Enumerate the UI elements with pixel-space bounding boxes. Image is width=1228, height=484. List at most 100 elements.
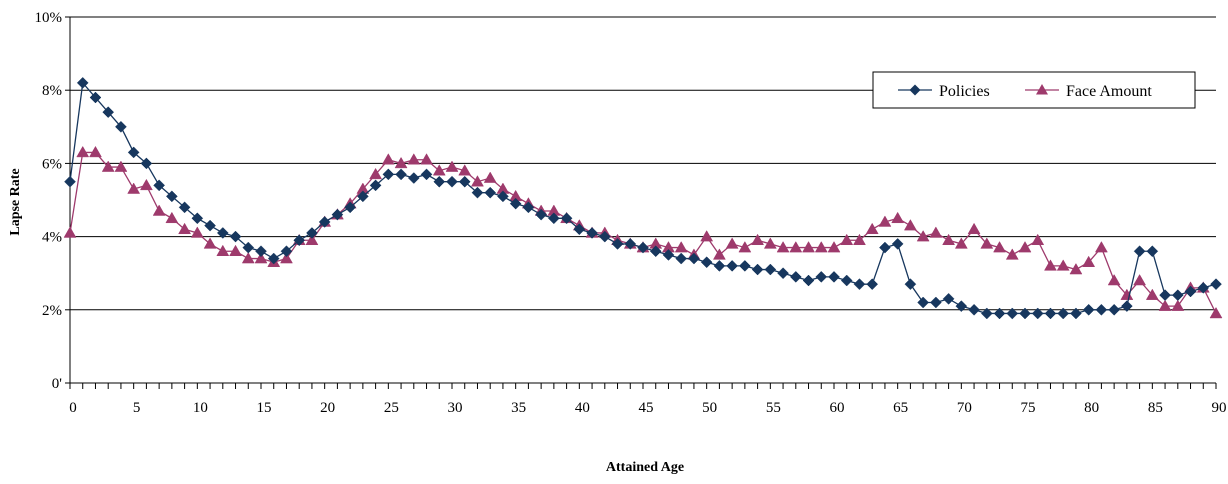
policies-data-point: [509, 197, 522, 210]
y-tick-label: 10%: [35, 10, 63, 26]
face-amount-data-point: [751, 233, 765, 246]
policies-data-point: [993, 307, 1006, 320]
policies-data-point: [853, 278, 866, 291]
face-amount-data-point: [432, 164, 446, 176]
policies-data-point: [1095, 303, 1108, 316]
gridlines: [70, 16, 1216, 311]
policies-data-point: [267, 252, 280, 265]
policies-data-point: [420, 168, 433, 181]
face-amount-data-point: [445, 160, 459, 172]
policies-data-point: [382, 168, 395, 181]
axes: [65, 16, 1217, 389]
policies-data-point: [433, 175, 446, 188]
x-tick-label: 85: [1148, 400, 1163, 416]
policies-data-point: [1184, 285, 1197, 298]
policies-data-point: [535, 208, 547, 221]
policies-data-point: [1121, 300, 1133, 312]
face-amount-data-point: [152, 204, 166, 216]
policies-data-point: [713, 260, 726, 272]
policies-data-point: [611, 238, 624, 250]
legend-face-amount-marker: [1036, 84, 1048, 95]
policies-data-point: [140, 157, 153, 170]
face-amount-data-point: [165, 211, 179, 224]
policies-data-point: [866, 278, 879, 291]
series-group: [63, 77, 1223, 320]
y-tick-label: 0': [52, 376, 63, 392]
face-amount-data-point: [420, 153, 433, 165]
y-tick-label: 2%: [42, 303, 62, 319]
policies-data-point: [930, 296, 942, 309]
face-amount-data-point: [814, 241, 828, 253]
policies-data-point: [64, 175, 76, 188]
policies-data-point: [153, 179, 165, 192]
policies-data-point: [700, 256, 713, 269]
policies-data-point: [89, 91, 102, 104]
x-tick-label: 90: [1212, 400, 1227, 416]
policies-data-point: [344, 201, 356, 214]
policies-data-point: [1146, 245, 1159, 258]
policies-data-point: [751, 263, 764, 276]
x-tick-label: 5: [133, 400, 141, 416]
policies-data-point: [688, 252, 700, 265]
policies-data-point: [255, 245, 267, 258]
face-amount-data-point: [280, 252, 293, 264]
x-tick-label: 65: [893, 400, 908, 416]
face-amount-data-point: [980, 237, 994, 249]
y-tick-label: 6%: [42, 156, 62, 172]
face-amount-data-point: [139, 178, 153, 191]
face-amount-data-point: [369, 167, 383, 180]
face-amount-data-point: [229, 244, 242, 256]
face-amount-data-point: [916, 230, 930, 242]
policies-data-point: [178, 201, 191, 214]
policies-data-point: [458, 175, 471, 188]
x-tick-label: 45: [639, 400, 654, 416]
policies-data-point: [280, 245, 293, 258]
policies-data-point: [191, 212, 204, 225]
face-amount-data-point: [114, 160, 128, 172]
face-amount-data-point: [865, 222, 879, 235]
face-amount-data-point: [1031, 233, 1045, 246]
face-amount-data-point: [471, 175, 484, 187]
legend-policies-marker: [909, 84, 921, 96]
policies-data-point: [726, 260, 738, 272]
policies-data-point: [598, 230, 611, 243]
policies-data-point: [1031, 307, 1044, 320]
policies-data-point: [573, 223, 586, 236]
face-amount-data-point: [853, 233, 866, 246]
policies-data-point: [216, 227, 229, 239]
face-amount-data-point: [1069, 263, 1083, 275]
face-amount-data-point: [407, 153, 421, 165]
x-tick-label: 20: [320, 400, 335, 416]
face-amount-data-point: [1056, 259, 1070, 271]
x-tick-label: 40: [575, 400, 590, 416]
y-tick-label: 8%: [42, 83, 62, 99]
policies-data-point: [204, 219, 216, 232]
policies-series-line: [69, 81, 1217, 315]
policies-data-point: [1019, 307, 1031, 320]
policies-data-point: [127, 146, 140, 159]
policies-data-point: [242, 241, 255, 254]
policies-data-point: [471, 186, 484, 199]
face-amount-data-point: [381, 153, 395, 165]
policies-data-point: [484, 186, 497, 199]
x-tick-label: 25: [384, 400, 399, 416]
face-amount-data-point: [891, 211, 905, 224]
policies-data-point: [560, 212, 573, 225]
policies-data-point: [675, 252, 688, 265]
policies-data-point: [828, 271, 840, 283]
policies-data-point: [955, 300, 968, 312]
x-tick-label: 0: [69, 400, 77, 416]
face-amount-data-point: [1171, 299, 1185, 311]
policies-data-point: [739, 260, 751, 272]
face-amount-data-point: [89, 145, 102, 158]
face-amount-data-point: [178, 222, 192, 235]
face-amount-data-point: [216, 244, 230, 256]
policies-data-point: [662, 249, 675, 261]
policies-data-point: [802, 274, 815, 287]
face-amount-data-point: [203, 237, 217, 249]
policies-data-point: [1210, 278, 1222, 291]
policies-data-point: [76, 77, 89, 89]
legend: Policies Face Amount: [872, 71, 1196, 109]
face-amount-data-point: [763, 237, 777, 249]
